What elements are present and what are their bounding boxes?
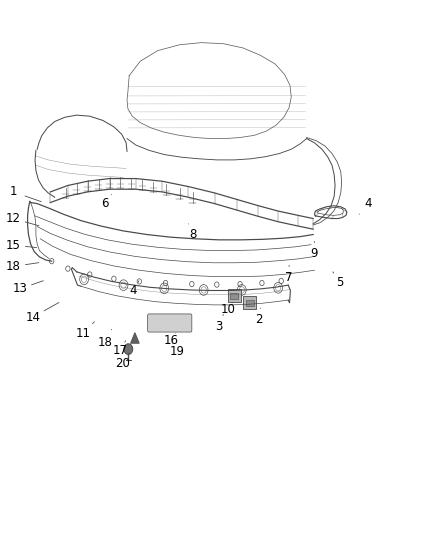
Text: 12: 12 (6, 212, 21, 225)
Text: 7: 7 (285, 271, 293, 284)
Bar (228, 289, 241, 302)
Text: 3: 3 (215, 320, 223, 333)
Circle shape (124, 344, 133, 354)
Text: 13: 13 (12, 282, 27, 295)
Text: 18: 18 (6, 260, 21, 273)
Text: 5: 5 (336, 276, 343, 289)
Text: 2: 2 (254, 313, 262, 326)
Text: 10: 10 (220, 303, 235, 316)
Bar (230, 293, 238, 299)
Text: 1: 1 (9, 185, 17, 198)
Text: 4: 4 (130, 284, 138, 297)
Text: 14: 14 (25, 311, 40, 324)
Text: 4: 4 (364, 197, 372, 210)
Text: 20: 20 (115, 357, 130, 370)
Bar (243, 296, 256, 309)
Text: 9: 9 (311, 247, 318, 260)
Text: 18: 18 (98, 336, 113, 349)
Text: 15: 15 (6, 239, 21, 252)
Polygon shape (131, 333, 139, 343)
Bar (246, 300, 254, 306)
Text: 8: 8 (189, 228, 196, 241)
Text: 17: 17 (113, 344, 128, 357)
Text: 11: 11 (76, 327, 91, 340)
FancyBboxPatch shape (148, 314, 192, 332)
Text: 19: 19 (170, 345, 185, 358)
Text: 6: 6 (101, 197, 109, 210)
Text: 16: 16 (163, 334, 178, 346)
